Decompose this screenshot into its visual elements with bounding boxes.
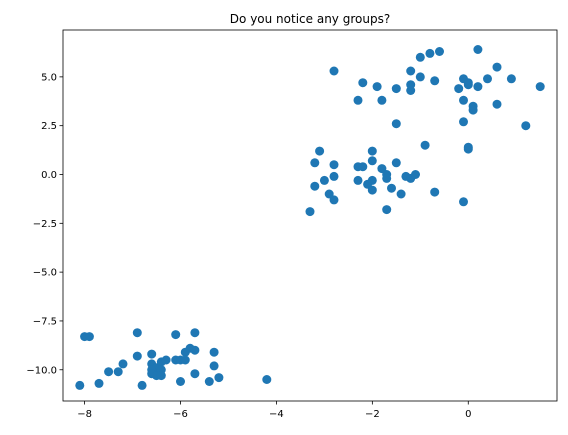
data-point-36: [310, 181, 320, 191]
data-point-63: [420, 140, 430, 150]
data-point-68: [391, 119, 401, 129]
data-point-78: [415, 72, 425, 82]
data-point-55: [382, 205, 392, 215]
y-tick-label: 5.0: [41, 72, 57, 83]
data-point-42: [329, 160, 339, 170]
data-point-25: [190, 345, 200, 355]
x-tick-label: −8: [77, 409, 92, 420]
x-tick-label: −6: [173, 409, 188, 420]
y-tick-label: 2.5: [41, 121, 57, 132]
y-tick-label: 0.0: [41, 170, 57, 181]
data-point-37: [310, 158, 320, 168]
data-point-89: [468, 105, 478, 115]
data-point-66: [463, 142, 473, 152]
data-point-73: [377, 95, 387, 105]
data-point-92: [483, 74, 492, 84]
data-point-41: [329, 195, 339, 205]
data-point-33: [156, 371, 166, 381]
data-point-17: [147, 349, 157, 359]
data-point-6: [75, 380, 85, 390]
data-point-1: [84, 332, 94, 342]
y-tick-label: −2.5: [33, 219, 57, 230]
y-axis: −10.0 −7.5 −5.0 −2.5 0.0 2.5 5.0: [26, 72, 63, 376]
data-point-3: [190, 328, 200, 338]
data-point-96: [521, 121, 531, 131]
data-point-87: [463, 78, 473, 88]
data-point-57: [391, 158, 401, 168]
data-point-61: [411, 170, 420, 179]
data-point-4: [171, 330, 181, 340]
data-point-12: [104, 367, 114, 377]
data-point-70: [353, 95, 363, 105]
data-point-8: [176, 377, 185, 386]
data-point-14: [118, 359, 128, 369]
data-point-27: [209, 347, 219, 357]
x-axis: −8 −6 −4 −2 0: [77, 401, 471, 420]
data-point-45: [353, 175, 363, 185]
data-point-15: [132, 351, 142, 361]
data-point-58: [396, 189, 406, 199]
data-point-93: [492, 99, 502, 109]
data-point-34: [190, 369, 200, 379]
data-point-51: [367, 146, 377, 156]
data-point-95: [506, 74, 516, 84]
data-point-64: [459, 197, 468, 207]
y-tick-label: −7.5: [33, 316, 57, 327]
data-point-77: [406, 66, 416, 76]
data-point-72: [372, 82, 382, 92]
data-point-79: [415, 52, 425, 62]
data-point-76: [406, 80, 416, 90]
data-point-97: [535, 82, 545, 92]
data-point-91: [473, 45, 483, 54]
data-point-67: [459, 117, 468, 127]
y-tick-label: −10.0: [26, 365, 57, 376]
data-point-28: [209, 361, 219, 371]
data-point-5: [94, 378, 104, 388]
data-point-46: [358, 162, 368, 172]
data-point-94: [492, 62, 502, 72]
data-point-80: [425, 48, 435, 58]
data-point-26: [180, 355, 190, 365]
data-point-84: [459, 95, 468, 105]
data-point-74: [391, 84, 401, 94]
data-point-71: [358, 78, 368, 88]
data-point-48: [367, 175, 377, 185]
data-point-35: [305, 207, 315, 217]
data-point-11: [262, 375, 272, 384]
data-point-38: [315, 146, 325, 156]
plot-frame: [62, 29, 558, 402]
data-point-7: [137, 380, 147, 390]
data-point-2: [132, 328, 142, 338]
data-point-62: [430, 187, 440, 197]
data-point-13: [113, 367, 123, 377]
data-point-50: [367, 156, 377, 166]
data-point-90: [473, 82, 483, 92]
points-layer: [75, 45, 545, 390]
data-point-43: [329, 171, 339, 181]
data-point-82: [435, 47, 444, 56]
data-point-39: [319, 175, 329, 185]
data-point-54: [382, 173, 392, 183]
data-point-81: [430, 76, 440, 86]
data-point-49: [367, 185, 377, 195]
data-point-69: [329, 66, 339, 76]
data-point-83: [454, 84, 464, 94]
data-point-56: [387, 183, 396, 193]
data-point-10: [214, 373, 224, 383]
y-tick-label: −5.0: [33, 268, 57, 279]
data-point-20: [161, 355, 171, 365]
x-tick-label: 0: [465, 409, 471, 420]
data-point-9: [204, 377, 214, 386]
chart-title: Do you notice any groups?: [230, 12, 390, 26]
x-tick-label: −2: [365, 409, 380, 420]
x-tick-label: −4: [269, 409, 284, 420]
